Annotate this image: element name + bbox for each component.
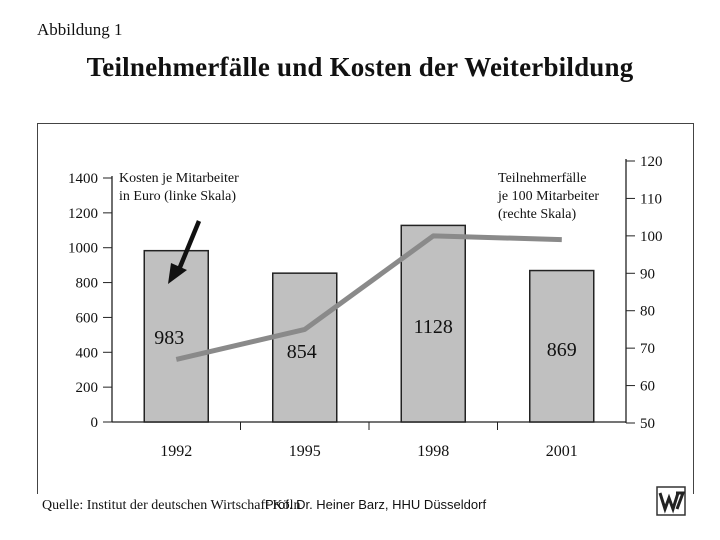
line-series-teilnehmerfaelle	[175, 233, 562, 362]
x-tick-label: 1995	[289, 443, 321, 460]
right-tick-label: 120	[640, 154, 663, 170]
bar-1995	[272, 272, 338, 423]
x-tick-label: 2001	[546, 443, 578, 460]
right-tick-label: 110	[640, 191, 662, 207]
bar-value-label: 854	[287, 341, 317, 363]
bar-value-label: 869	[547, 339, 577, 361]
left-tick-label: 1000	[68, 241, 98, 257]
legend-left-line: in Euro (linke Skala)	[119, 189, 236, 204]
bar-1992	[143, 249, 209, 423]
right-tick-label: 60	[640, 379, 655, 395]
left-tick-label: 800	[76, 276, 99, 292]
left-tick-label: 1400	[68, 171, 98, 187]
left-tick-label: 600	[76, 310, 99, 326]
bar-value-label: 983	[154, 327, 184, 349]
right-tick-label: 90	[640, 266, 655, 282]
right-tick-label: 80	[640, 304, 655, 320]
source-note: Quelle: Institut der deutschen Wirtschaf…	[42, 498, 301, 513]
author-credit: Prof. Dr. Heiner Barz, HHU Düsseldorf	[265, 497, 487, 512]
arrow-shaft	[175, 220, 202, 273]
chart-frame	[37, 123, 694, 494]
right-tick-label: 50	[640, 416, 655, 432]
left-tick-label: 400	[76, 345, 99, 361]
left-tick-label: 0	[91, 415, 99, 431]
arrow-head-icon	[168, 263, 187, 284]
bar-1998	[400, 224, 466, 423]
right-tick-label: 100	[640, 229, 663, 245]
legend-right-line: (rechte Skala)	[498, 207, 576, 222]
university-logo-icon	[656, 486, 686, 516]
left-tick-label: 1200	[68, 206, 98, 222]
figure-label: Abbildung 1	[37, 20, 123, 39]
legend-right-line: Teilnehmerfälle	[498, 171, 586, 186]
chart-title: Teilnehmerfälle und Kosten der Weiterbil…	[86, 52, 634, 82]
legend-left-line: Kosten je Mitarbeiter	[119, 171, 239, 186]
bar-value-label: 1128	[414, 316, 453, 338]
x-tick-label: 1992	[160, 443, 192, 460]
x-tick-label: 1998	[417, 443, 449, 460]
right-tick-label: 70	[640, 341, 655, 357]
bar-2001	[529, 269, 595, 423]
left-tick-label: 200	[76, 380, 99, 396]
legend-right-line: je 100 Mitarbeiter	[497, 189, 599, 204]
